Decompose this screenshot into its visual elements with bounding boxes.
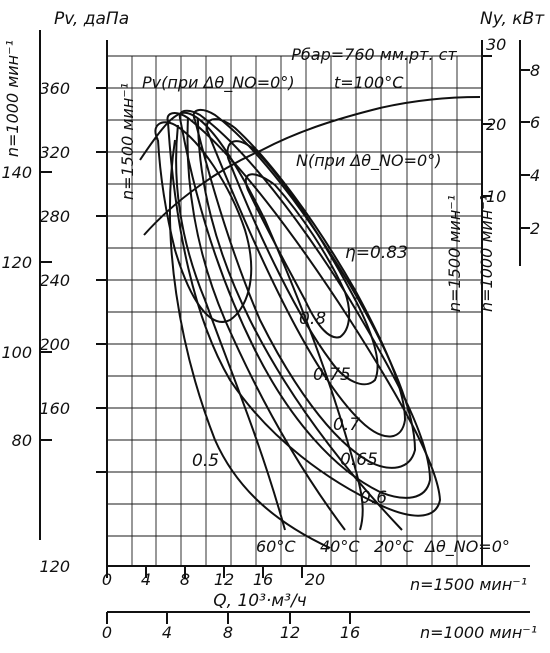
power-axis-ticks <box>482 55 530 229</box>
pressure-tick-label: 160 <box>39 399 70 418</box>
temperature-curve-60 <box>175 124 286 531</box>
speed-1500-left-label: n=1500 мин⁻¹ <box>118 83 137 200</box>
pressure-tick-label: 120 <box>39 557 70 576</box>
flow-1000-tick-label: 0 <box>102 623 112 642</box>
power-axis-labels: 30 20 10 8 6 4 2 <box>486 35 540 238</box>
temperature-curve-20 <box>197 117 403 531</box>
efficiency-label: 0.5 <box>192 451 219 471</box>
chart-annotations: Pv, даПа Ny, кВт Q, 10³·м³/ч n=1500 мин⁻… <box>3 9 545 642</box>
pressure-axis-title: Pv, даПа <box>54 9 129 29</box>
flow-1000-tick-label: 8 <box>223 623 233 642</box>
speed-1000-right-label: n=1000 мин⁻¹ <box>477 195 496 312</box>
temperature-label: Δθ_NO=0° <box>423 537 510 557</box>
efficiency-label: 0.8 <box>299 309 326 329</box>
power-tick-label: 20 <box>486 115 506 134</box>
flow-tick-label: 0 <box>102 570 112 589</box>
pressure-1000-tick-label: 140 <box>1 163 32 182</box>
efficiency-contour-0.7 <box>192 108 417 469</box>
flow-tick-label: 8 <box>180 570 190 589</box>
efficiency-label: 0.6 <box>360 488 387 508</box>
pressure-axis-ticks <box>96 87 107 473</box>
flow-axis-title: Q, 10³·м³/ч <box>213 591 306 611</box>
power-curve <box>143 96 481 236</box>
power-1000-tick-label: 8 <box>530 61 540 80</box>
power-1000-tick-label: 4 <box>530 166 540 185</box>
flow-tick-label: 16 <box>253 570 273 589</box>
efficiency-label: 0.65 <box>340 450 378 470</box>
flow-1000-tick-label: 4 <box>162 623 172 642</box>
flow-tick-label: 4 <box>141 570 151 589</box>
pressure-1000-tick-label: 80 <box>12 431 32 450</box>
pressure-1000-tick-label: 100 <box>1 343 32 362</box>
chart-curves <box>139 96 481 549</box>
power-curve-label: N(при Δθ_NO=0°) <box>296 151 441 171</box>
speed-1500-right-label: n=1500 мин⁻¹ <box>445 195 464 312</box>
temperature-curve-0 <box>168 139 331 549</box>
temperature-label: 60°C <box>256 537 296 556</box>
temperature-curve-40 <box>186 117 346 531</box>
speed-1500-label: n=1500 мин⁻¹ <box>410 575 527 594</box>
efficiency-label: 0.75 <box>313 365 351 385</box>
flow-axis-labels: 0 4 8 12 16 20 0 4 8 12 16 <box>102 570 360 642</box>
conditions-temp-label: t=100°C <box>334 73 404 92</box>
efficiency-label: η=0.83 <box>345 243 408 263</box>
speed-1000-left-label: n=1000 мин⁻¹ <box>3 40 22 157</box>
temperature-label: 20°C <box>374 537 414 556</box>
efficiency-label: 0.7 <box>333 415 360 435</box>
efficiency-contour-0.6 <box>166 112 442 517</box>
power-1000-tick-label: 6 <box>530 113 540 132</box>
pressure-tick-label: 280 <box>39 207 70 226</box>
flow-tick-label: 12 <box>214 570 234 589</box>
power-tick-label: 30 <box>486 35 506 54</box>
pressure-tick-label: 320 <box>39 143 70 162</box>
power-tick-label: 10 <box>486 187 506 206</box>
pressure-curve-label: Pv(при Δθ_NO=0°) <box>142 73 295 93</box>
pressure-tick-label: 200 <box>39 335 70 354</box>
flow-axis-ticks <box>106 566 351 624</box>
flow-1000-tick-label: 12 <box>280 623 300 642</box>
main-axes <box>39 30 530 613</box>
flow-tick-label: 20 <box>305 570 325 589</box>
efficiency-contour-0.65 <box>178 109 432 499</box>
pressure-1000-tick-label: 120 <box>1 253 32 272</box>
speed-1000-label: n=1000 мин⁻¹ <box>420 623 537 642</box>
temperature-label: 40°C <box>320 537 360 556</box>
flow-1000-tick-label: 16 <box>340 623 360 642</box>
power-axis-title: Ny, кВт <box>480 9 545 29</box>
pressure-tick-label: 360 <box>39 79 70 98</box>
pressure-axis-labels: 360 320 280 240 200 160 120 <box>39 79 70 576</box>
pressure-tick-label: 240 <box>39 271 70 290</box>
conditions-pressure-label: Pбар=760 мм.рт. ст <box>291 45 457 64</box>
power-1000-tick-label: 2 <box>530 219 540 238</box>
pressure-axis-1000-ticks <box>40 171 52 441</box>
pressure-axis-1000-labels: 140 120 100 80 <box>1 163 32 450</box>
efficiency-contour-0.8 <box>226 140 379 386</box>
